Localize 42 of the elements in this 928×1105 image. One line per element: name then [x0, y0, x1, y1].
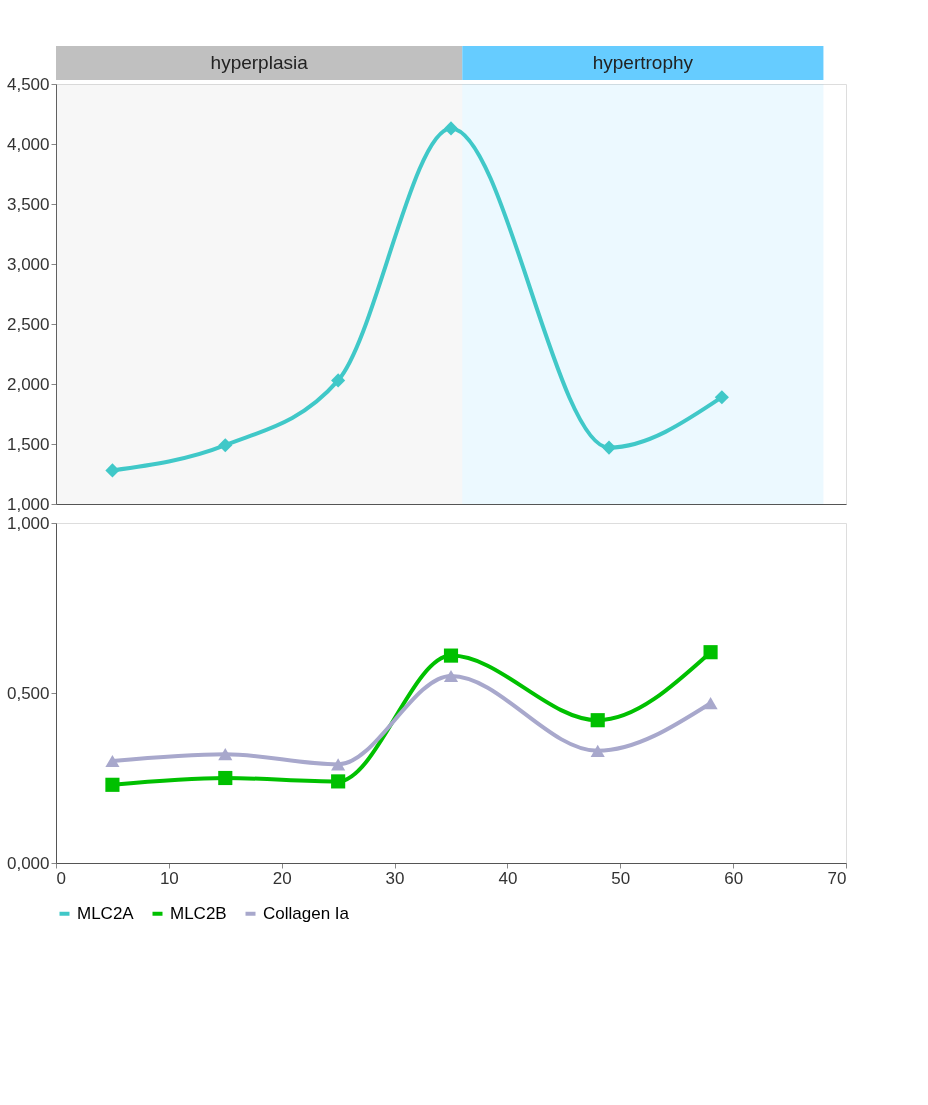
point	[218, 770, 233, 786]
legend-label: MLC2A	[77, 903, 135, 923]
x-tick-label: 30	[385, 868, 405, 888]
y-tick-label: 0,500	[6, 683, 50, 703]
x-tick-label: 0	[56, 868, 66, 888]
point	[331, 373, 346, 388]
legend-label: MLC2B	[170, 903, 227, 923]
x-tick-label: 40	[498, 868, 518, 888]
point	[443, 648, 459, 663]
x-tick-label: 20	[272, 868, 292, 888]
y-tick-label: 1,000	[6, 513, 50, 533]
x-tick-label: 50	[611, 868, 631, 888]
point	[703, 697, 718, 710]
point	[601, 440, 617, 455]
point	[105, 463, 120, 478]
band-label: hypertrophy	[592, 52, 694, 73]
point	[331, 774, 346, 789]
point	[714, 390, 729, 405]
point	[218, 438, 233, 453]
point	[218, 748, 233, 761]
point	[703, 645, 718, 660]
point	[331, 758, 346, 771]
x-tick-label: 70	[827, 868, 847, 888]
x-tick-label: 60	[724, 868, 744, 888]
y-tick-label: 4,000	[6, 134, 50, 154]
point	[590, 744, 605, 757]
x-tick-label: 10	[159, 868, 179, 888]
point	[590, 713, 605, 728]
point	[443, 669, 459, 683]
y-tick-label: 3,500	[6, 194, 50, 214]
y-tick-label: 1,000	[6, 494, 50, 514]
y-tick-label: 0,000	[6, 853, 50, 873]
legend-label: Collagen Ia	[263, 903, 350, 923]
y-tick-label: 1,500	[6, 434, 50, 454]
y-tick-label: 2,500	[6, 314, 50, 334]
point	[105, 754, 120, 768]
band-label: hyperplasia	[210, 52, 309, 73]
point	[105, 777, 120, 792]
y-tick-label: 2,000	[6, 374, 50, 394]
point	[443, 121, 459, 136]
y-tick-label: 3,000	[6, 254, 50, 274]
y-tick-label: 4,500	[6, 74, 50, 94]
